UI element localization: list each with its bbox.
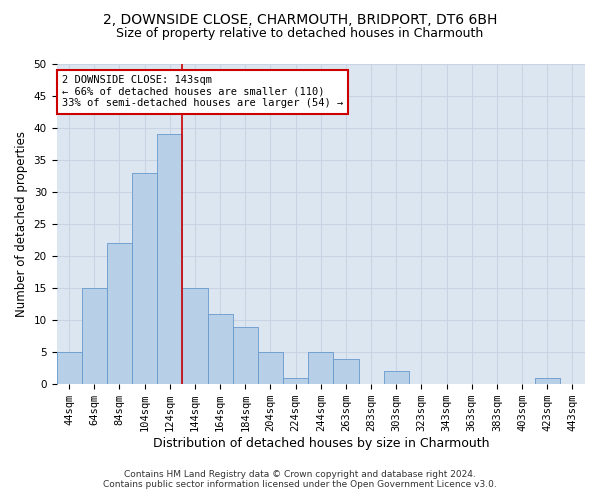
Text: 2 DOWNSIDE CLOSE: 143sqm
← 66% of detached houses are smaller (110)
33% of semi-: 2 DOWNSIDE CLOSE: 143sqm ← 66% of detach… xyxy=(62,75,343,108)
X-axis label: Distribution of detached houses by size in Charmouth: Distribution of detached houses by size … xyxy=(152,437,489,450)
Text: 2, DOWNSIDE CLOSE, CHARMOUTH, BRIDPORT, DT6 6BH: 2, DOWNSIDE CLOSE, CHARMOUTH, BRIDPORT, … xyxy=(103,12,497,26)
Y-axis label: Number of detached properties: Number of detached properties xyxy=(15,131,28,317)
Text: Size of property relative to detached houses in Charmouth: Size of property relative to detached ho… xyxy=(116,28,484,40)
Bar xyxy=(233,326,258,384)
Bar xyxy=(182,288,208,384)
Bar xyxy=(334,358,359,384)
Bar xyxy=(56,352,82,384)
Text: Contains HM Land Registry data © Crown copyright and database right 2024.
Contai: Contains HM Land Registry data © Crown c… xyxy=(103,470,497,489)
Bar xyxy=(157,134,182,384)
Bar xyxy=(132,173,157,384)
Bar xyxy=(383,372,409,384)
Bar xyxy=(107,244,132,384)
Bar xyxy=(283,378,308,384)
Bar xyxy=(258,352,283,384)
Bar xyxy=(535,378,560,384)
Bar xyxy=(82,288,107,384)
Bar xyxy=(208,314,233,384)
Bar xyxy=(308,352,334,384)
